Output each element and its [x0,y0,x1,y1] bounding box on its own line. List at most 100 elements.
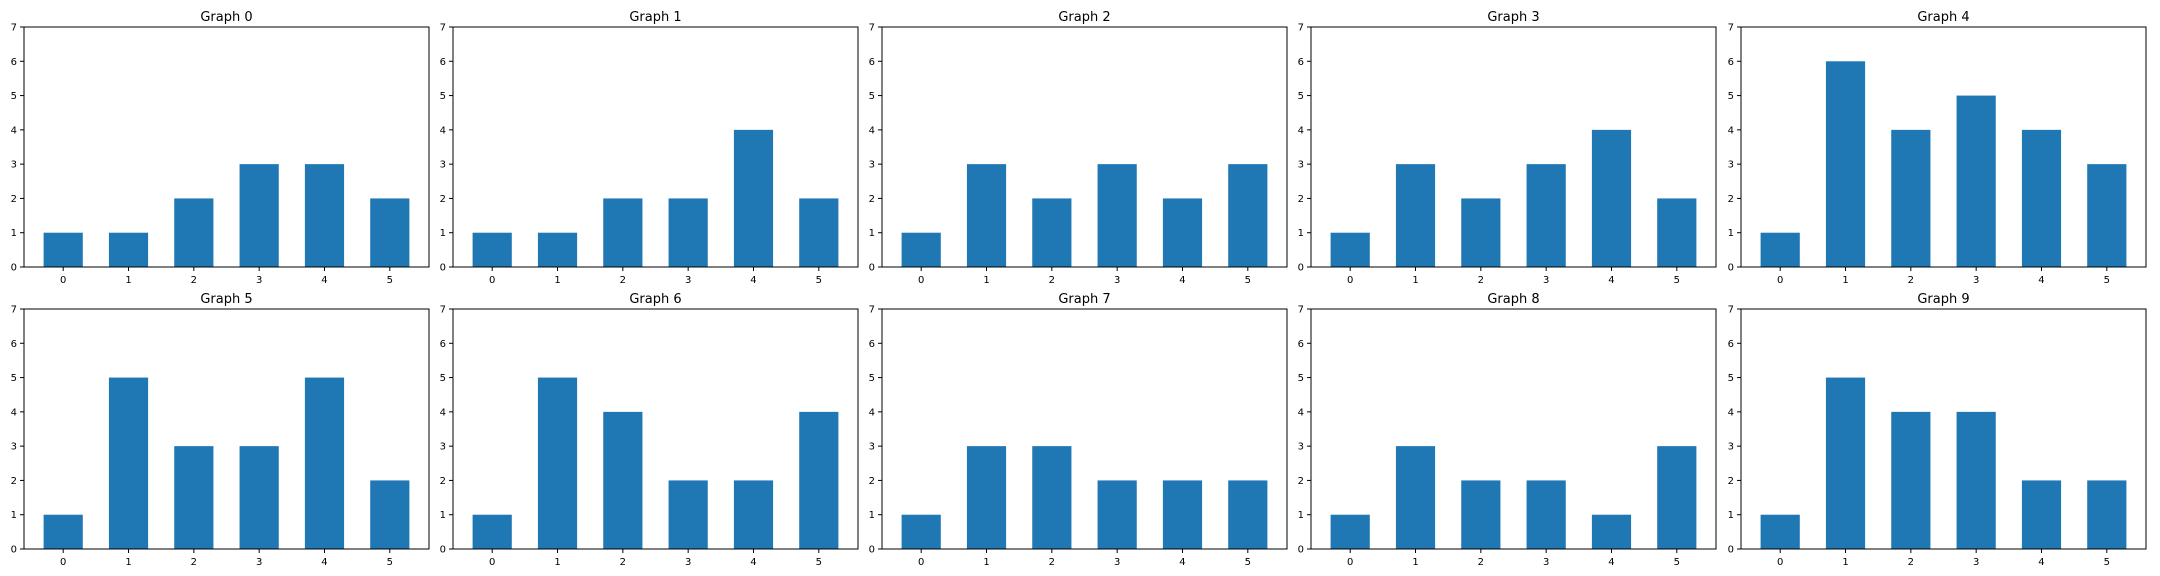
bar [2021,480,2062,549]
y-tick-label: 5 [1298,373,1304,384]
y-tick-label: 2 [11,194,17,205]
y-tick-label: 4 [1298,407,1304,418]
bar [603,198,643,267]
chart-title: Graph 6 [629,292,681,307]
y-tick-label: 0 [1298,263,1304,274]
bar [799,198,839,267]
bar [1657,198,1697,267]
x-tick-label: 2 [1908,275,1914,286]
bar [304,377,345,549]
y-tick-label: 3 [440,160,446,171]
y-tick-label: 4 [1298,125,1304,136]
x-tick-label: 1 [554,557,560,568]
x-tick-label: 5 [1245,275,1251,286]
y-tick-label: 4 [1728,125,1734,136]
x-tick-label: 5 [2104,275,2110,286]
y-tick-label: 1 [1298,510,1304,521]
plot-frame [881,308,1288,550]
y-tick-label: 0 [440,263,446,274]
x-tick-label: 1 [1412,275,1418,286]
bar [1097,164,1137,267]
x-tick-label: 5 [387,275,393,286]
x-tick-label: 3 [1543,557,1549,568]
bar [1330,514,1370,549]
x-tick-label: 0 [1347,275,1353,286]
bar [1032,198,1072,267]
y-tick-label: 5 [869,91,875,102]
y-tick-label: 6 [11,339,17,350]
bar [174,446,214,549]
x-tick-label: 5 [816,557,822,568]
subplot-9: Graph 9 0 1 2 3 4 5 0 1 2 3 4 5 6 7 [1728,292,2147,568]
x-tick-label: 0 [489,557,495,568]
x-tick-label: 3 [256,557,262,568]
y-tick-label: 4 [11,125,17,136]
plot-frame [452,26,859,268]
y-tick-label: 6 [440,57,446,68]
bar [1825,377,1866,549]
x-tick-label: 2 [1478,275,1484,286]
subplot-7: Graph 7 0 1 2 3 4 5 0 1 2 3 4 5 6 7 [869,292,1288,568]
x-tick-label: 2 [1908,557,1914,568]
bar [1395,164,1436,267]
bar [1330,232,1370,267]
subplot-1: Graph 1 0 1 2 3 4 5 0 1 2 3 4 5 6 7 [440,10,859,286]
plot-frame [23,26,430,268]
bar [1956,411,1996,549]
x-tick-label: 4 [321,557,327,568]
y-tick-label: 3 [1298,160,1304,171]
y-tick-label: 0 [1728,263,1734,274]
chart-title: Graph 8 [1487,292,1539,307]
x-tick-label: 1 [1842,557,1848,568]
y-tick-label: 5 [869,373,875,384]
x-tick-label: 0 [918,275,924,286]
plot-frame [23,308,430,550]
y-tick-label: 1 [1728,228,1734,239]
x-tick-label: 3 [685,275,691,286]
chart-title: Graph 9 [1917,292,1969,307]
y-tick-label: 7 [1728,305,1734,316]
y-tick-label: 5 [11,91,17,102]
y-tick-label: 5 [1728,373,1734,384]
bar [799,411,839,549]
x-tick-label: 1 [554,275,560,286]
bar [304,164,345,267]
x-tick-label: 1 [983,275,989,286]
x-tick-label: 0 [1347,557,1353,568]
x-tick-label: 1 [983,557,989,568]
bar [239,446,279,549]
y-tick-label: 7 [1298,23,1304,34]
x-tick-label: 5 [1674,275,1680,286]
bar [1032,446,1072,549]
y-tick-label: 3 [1298,442,1304,453]
x-tick-label: 5 [2104,557,2110,568]
y-tick-label: 7 [11,305,17,316]
x-tick-label: 1 [125,275,131,286]
y-tick-label: 1 [440,228,446,239]
x-tick-label: 4 [750,557,756,568]
y-tick-label: 0 [1298,545,1304,556]
y-tick-label: 6 [1298,339,1304,350]
y-tick-label: 7 [869,305,875,316]
plot-frame [1740,308,2147,550]
y-tick-label: 7 [1728,23,1734,34]
y-tick-label: 4 [869,125,875,136]
plot-frame [1310,308,1717,550]
chart-title: Graph 4 [1917,10,1969,25]
x-tick-label: 0 [60,275,66,286]
y-tick-label: 1 [1728,510,1734,521]
y-tick-label: 2 [1728,194,1734,205]
x-tick-label: 4 [321,275,327,286]
x-tick-label: 2 [620,275,626,286]
y-tick-label: 6 [440,339,446,350]
y-tick-label: 0 [11,263,17,274]
x-tick-label: 0 [1777,557,1783,568]
y-tick-label: 2 [440,194,446,205]
bar [370,198,410,267]
y-tick-label: 0 [869,263,875,274]
y-tick-label: 4 [440,125,446,136]
x-tick-label: 4 [750,275,756,286]
bar [1395,446,1436,549]
y-tick-label: 2 [1298,476,1304,487]
bar [1891,129,1931,267]
